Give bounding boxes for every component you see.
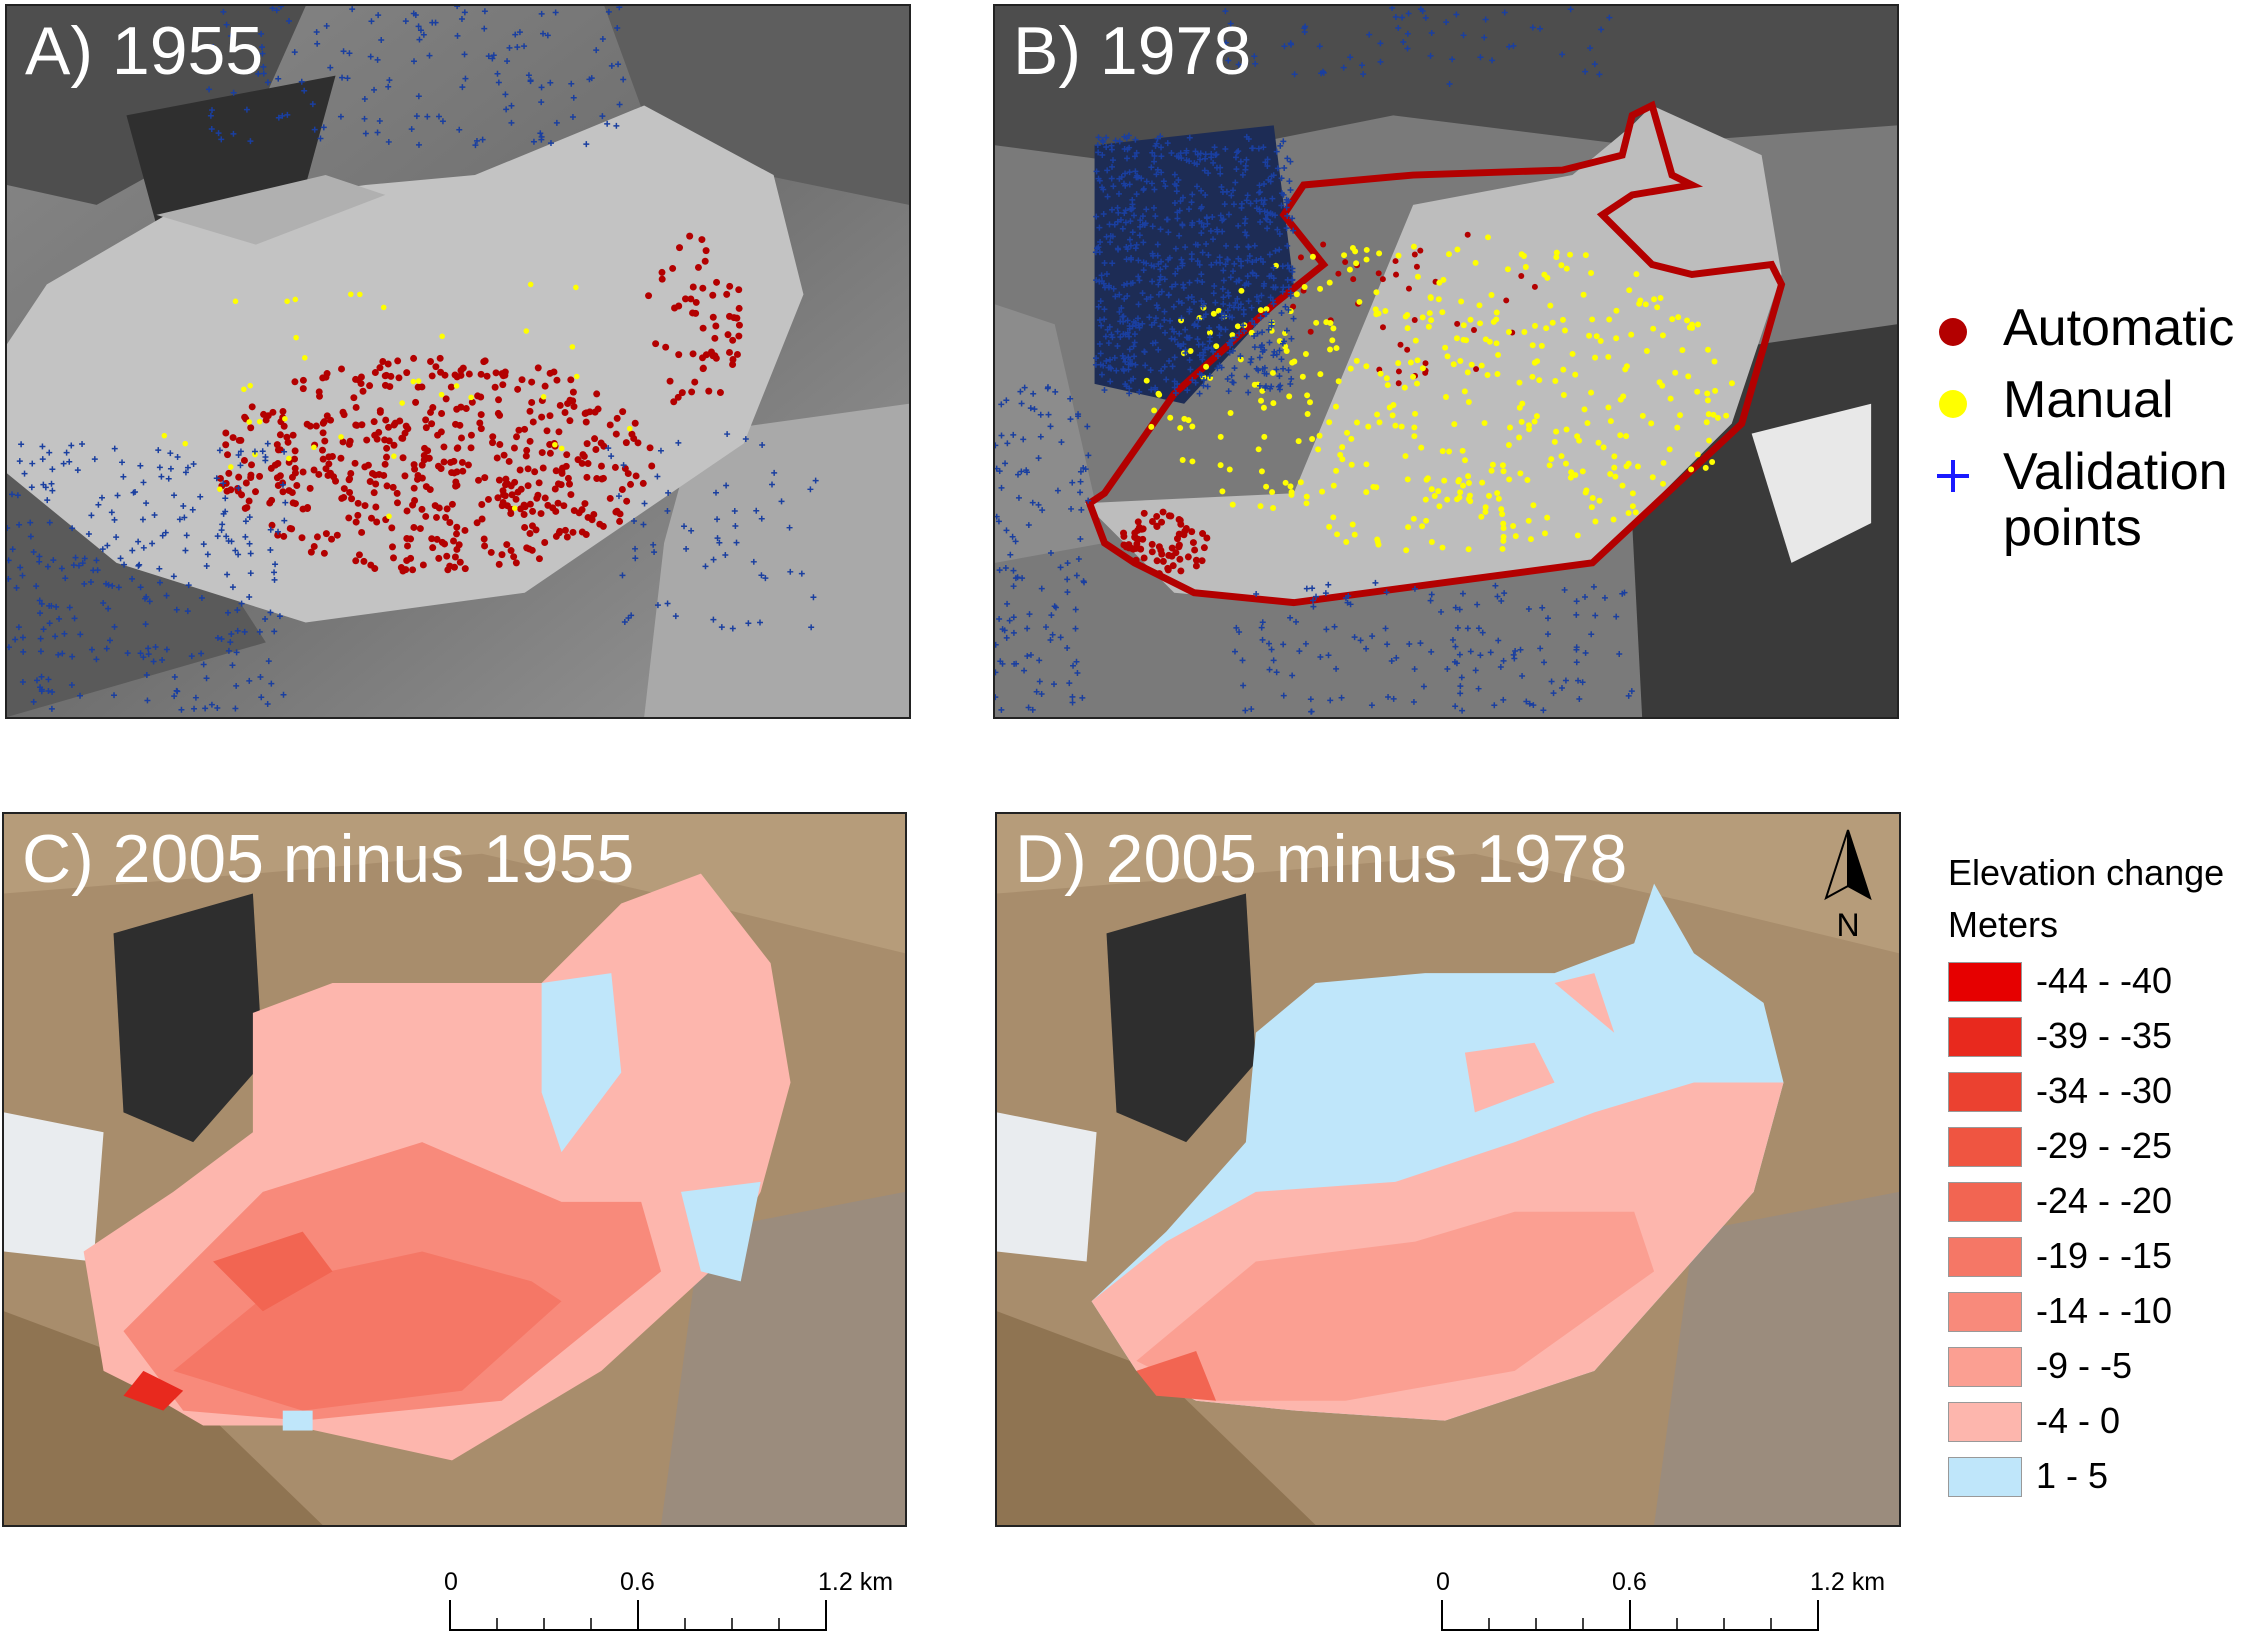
scale-bar-graphic	[1441, 1600, 1819, 1631]
legend-label: Automatic	[2003, 299, 2235, 357]
legend-label: Validation	[2003, 443, 2228, 501]
legend-class: -44 - -40	[1948, 960, 2248, 1015]
legend-class: -29 - -25	[1948, 1125, 2248, 1180]
scale-tick-label: 0	[444, 1568, 458, 1596]
map-panel-1955: A) 1955	[5, 4, 911, 719]
grayscale-aerial-image	[7, 6, 909, 717]
legend-class-label: -19 - -15	[2036, 1235, 2173, 1276]
manual-points-cluster	[161, 281, 633, 520]
north-arrow-icon: N	[1824, 829, 1872, 943]
legend-class-label: 1 - 5	[2036, 1455, 2109, 1496]
dot-icon	[1939, 318, 1967, 346]
panel-title: A) 1955	[25, 13, 264, 89]
elevation-change-legend: Elevation change Meters -44 - -40 -39 - -…	[1948, 852, 2248, 1510]
panel-title: D) 2005 minus 1978	[1015, 821, 1628, 897]
panel-title: C) 2005 minus 1955	[22, 821, 635, 897]
scale-bar: 0 0.6 1.2 km	[444, 1568, 893, 1638]
legend-unit: Meters	[1948, 904, 2059, 945]
legend-label-line2: points	[2003, 499, 2142, 557]
legend-class-label: -29 - -25	[2036, 1125, 2173, 1166]
validation-points-cluster	[995, 6, 1635, 715]
scale-bar-graphic	[449, 1600, 827, 1631]
scale-tick-label: 0	[1436, 1568, 1450, 1596]
grayscale-aerial-image	[995, 6, 1897, 717]
legend-class: -9 - -5	[1948, 1345, 2248, 1400]
legend-class-label: -34 - -30	[2036, 1070, 2173, 1111]
color-swatch	[1948, 962, 2022, 1002]
legend-class: -14 - -10	[1948, 1290, 2248, 1345]
color-swatch	[1948, 1182, 2022, 1222]
legend-class: -4 - 0	[1948, 1400, 2248, 1455]
legend-class-label: -4 - 0	[2036, 1400, 2121, 1441]
legend-class-label: -39 - -35	[2036, 1015, 2173, 1056]
dot-icon	[1939, 390, 1967, 418]
color-swatch	[1948, 1127, 2022, 1167]
point-type-legend: Automatic Manual Validation points	[1935, 300, 2245, 554]
color-swatch	[1948, 1017, 2022, 1057]
legend-item-automatic: Automatic	[1935, 300, 2245, 372]
color-swatch	[1948, 1347, 2022, 1387]
legend-class: 1 - 5	[1948, 1455, 2248, 1510]
color-swatch	[1948, 1072, 2022, 1112]
automatic-points-cluster	[216, 232, 743, 575]
legend-class-label: -9 - -5	[2036, 1345, 2133, 1386]
north-label: N	[1836, 907, 1859, 943]
elevation-change-map-2005-1955: C) 2005 minus 1955	[2, 812, 907, 1527]
validation-points-cluster	[7, 6, 819, 713]
panel-title: B) 1978	[1013, 13, 1252, 89]
plus-icon	[1937, 460, 1969, 492]
scale-bar: 0 0.6 1.2 km	[1436, 1568, 1885, 1638]
legend-class-label: -24 - -20	[2036, 1180, 2173, 1221]
legend-class-label: -14 - -10	[2036, 1290, 2173, 1331]
elevation-change-map-2005-1978: D) 2005 minus 1978	[995, 812, 1901, 1527]
color-swatch	[1948, 1402, 2022, 1442]
color-satellite-image	[4, 814, 905, 1525]
legend-item-validation: Validation points	[1935, 444, 2245, 554]
color-swatch	[1948, 1237, 2022, 1277]
legend-title: Elevation change	[1948, 852, 2225, 893]
legend-label: Manual	[2003, 371, 2174, 429]
scale-tick-label: 1.2 km	[818, 1568, 894, 1596]
color-satellite-image	[997, 814, 1899, 1525]
legend-class-label: -44 - -40	[2036, 960, 2173, 1001]
scale-tick-label: 0.6	[620, 1568, 655, 1596]
color-swatch	[1948, 1292, 2022, 1332]
legend-class: -24 - -20	[1948, 1180, 2248, 1235]
scale-tick-label: 1.2 km	[1810, 1568, 1886, 1596]
legend-class: -34 - -30	[1948, 1070, 2248, 1125]
legend-class: -39 - -35	[1948, 1015, 2248, 1070]
map-panel-1978: B) 1978	[993, 4, 1899, 719]
color-swatch	[1948, 1457, 2022, 1497]
scale-tick-label: 0.6	[1612, 1568, 1647, 1596]
manual-points-cluster	[1143, 234, 1735, 554]
legend-class: -19 - -15	[1948, 1235, 2248, 1290]
legend-item-manual: Manual	[1935, 372, 2245, 444]
